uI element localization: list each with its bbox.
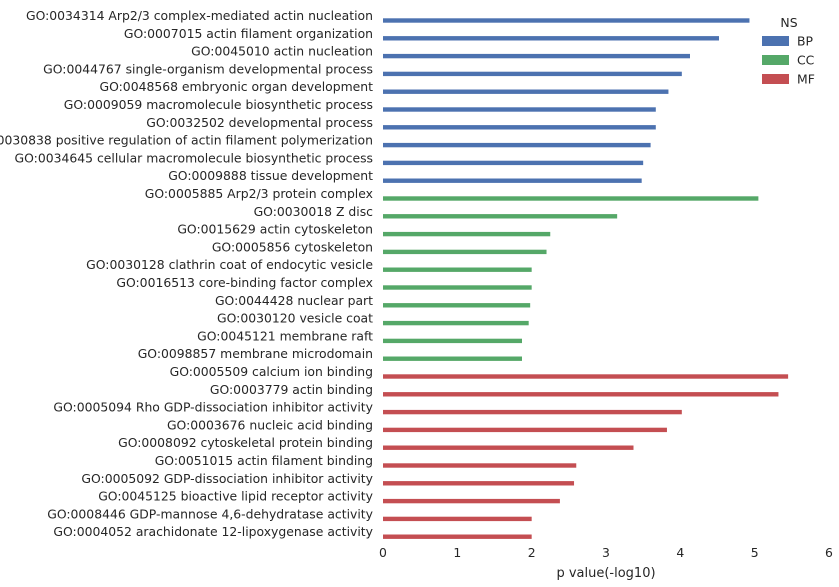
bar-cc <box>383 196 759 201</box>
category-label: GO:0005094 Rho GDP-dissociation inhibito… <box>53 400 373 415</box>
bar-bp <box>383 18 750 23</box>
category-label: GO:0045010 actin nucleation <box>191 44 373 59</box>
category-labels: GO:0034314 Arp2/3 complex-mediated actin… <box>0 8 373 539</box>
category-label: GO:0045125 bioactive lipid receptor acti… <box>98 489 373 504</box>
category-label: GO:0030120 vesicle coat <box>217 311 373 326</box>
legend-entries: BP CC MF <box>762 34 815 87</box>
category-label: GO:0032502 developmental process <box>146 115 373 130</box>
category-label: GO:0030838 positive regulation of actin … <box>0 133 373 148</box>
bar-cc <box>383 320 529 326</box>
bar-bp <box>383 36 719 41</box>
bar-bp <box>383 89 669 94</box>
bar-mf <box>383 445 634 450</box>
bar-cc <box>383 249 547 255</box>
bar-mf <box>383 427 667 433</box>
category-label: GO:0005509 calcium ion binding <box>170 364 373 379</box>
category-label: GO:0034645 cellular macromolecule biosyn… <box>15 150 373 165</box>
legend-title: NS <box>780 15 797 30</box>
bar-mf <box>383 374 789 379</box>
category-label: GO:0004052 arachidonate 12-lipoxygenase … <box>53 524 373 539</box>
category-label: GO:0005092 GDP-dissociation inhibitor ac… <box>81 471 373 486</box>
x-tick-label: 6 <box>825 545 833 560</box>
bar-bp <box>383 71 682 77</box>
bar-mf <box>383 498 560 504</box>
bar-cc <box>383 214 618 219</box>
x-axis-ticks: 0 1 2 3 4 5 6 <box>379 545 833 560</box>
bar-bp <box>383 125 656 130</box>
bar-bp <box>383 178 642 183</box>
category-label: GO:0009059 macromolecule biosynthetic pr… <box>64 97 373 112</box>
legend: NS BP CC MF <box>762 15 815 87</box>
bars-layer <box>383 18 789 539</box>
bar-cc <box>383 356 522 361</box>
legend-swatch-mf <box>762 74 789 84</box>
legend-swatch-cc <box>762 55 789 65</box>
category-label: GO:0030018 Z disc <box>254 204 374 219</box>
category-label: GO:0030128 clathrin coat of endocytic ve… <box>86 257 373 272</box>
category-label: GO:0005856 cytoskeleton <box>212 239 373 254</box>
x-tick-label: 1 <box>453 545 461 560</box>
bar-cc <box>383 267 532 272</box>
legend-swatch-bp <box>762 36 789 46</box>
bar-mf <box>383 463 577 468</box>
category-label: GO:0008092 cytoskeletal protein binding <box>118 435 373 450</box>
category-label: GO:0045121 membrane raft <box>197 328 373 343</box>
category-label: GO:0003676 nucleic acid binding <box>167 417 373 432</box>
bar-cc <box>383 285 532 290</box>
category-label: GO:0044428 nuclear part <box>215 293 373 308</box>
bar-cc <box>383 231 551 237</box>
category-label: GO:0008446 GDP-mannose 4,6-dehydratase a… <box>47 506 373 521</box>
category-label: GO:0015629 actin cytoskeleton <box>177 222 373 237</box>
category-label: GO:0005885 Arp2/3 protein complex <box>145 186 373 201</box>
category-label: GO:0044767 single-organism developmental… <box>43 61 373 76</box>
bar-mf <box>383 516 532 522</box>
bar-mf <box>383 481 575 486</box>
x-axis-title: p value(-log10) <box>556 566 655 581</box>
x-tick-label: 5 <box>751 545 759 560</box>
bar-bp <box>383 142 651 148</box>
x-tick-label: 0 <box>379 545 387 560</box>
bar-mf <box>383 392 779 397</box>
bar-mf <box>383 534 532 539</box>
category-label: GO:0048568 embryonic organ development <box>100 79 374 94</box>
legend-label-cc: CC <box>797 53 814 68</box>
bar-mf <box>383 409 682 415</box>
bar-bp <box>383 107 656 112</box>
category-label: GO:0016513 core-binding factor complex <box>116 275 373 290</box>
bar-bp <box>383 160 644 166</box>
bar-cc <box>383 338 522 344</box>
category-label: GO:0098857 membrane microdomain <box>138 346 373 361</box>
category-label: GO:0007015 actin filament organization <box>124 26 373 41</box>
category-label: GO:0034314 Arp2/3 complex-mediated actin… <box>26 8 373 23</box>
bar-bp <box>383 53 690 59</box>
x-tick-label: 2 <box>528 545 536 560</box>
category-label: GO:0003779 actin binding <box>210 382 373 397</box>
legend-label-bp: BP <box>797 34 814 49</box>
x-tick-label: 3 <box>602 545 610 560</box>
category-label: GO:0009888 tissue development <box>168 168 373 183</box>
bar-cc <box>383 303 531 308</box>
x-tick-label: 4 <box>676 545 684 560</box>
category-label: GO:0051015 actin filament binding <box>155 453 373 468</box>
legend-label-mf: MF <box>797 72 815 87</box>
